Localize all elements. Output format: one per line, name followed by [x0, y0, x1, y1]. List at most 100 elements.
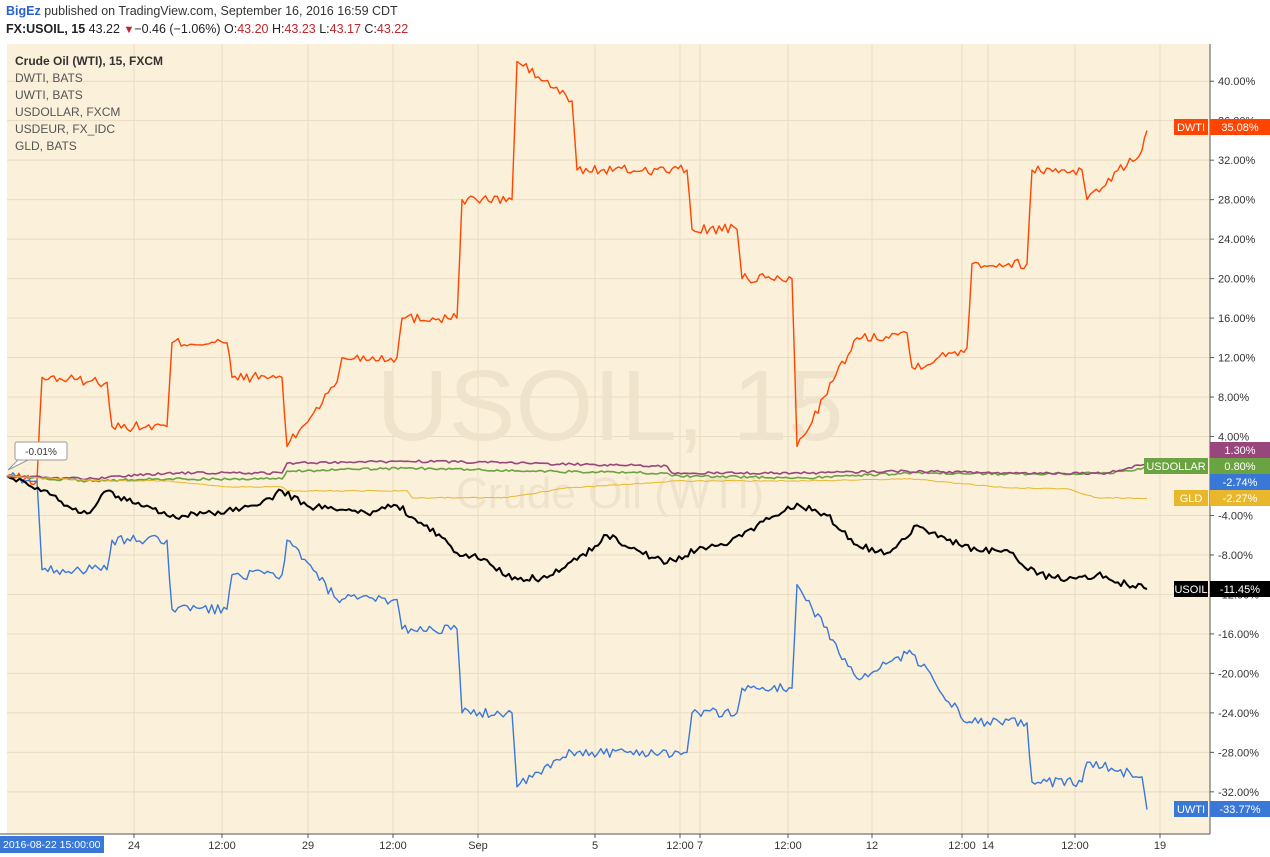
ohlc-line: FX:USOIL, 15 43.22 ▼−0.46 (−1.06%) O:43.… [6, 22, 408, 36]
series-name-tag-label: UWTI [1177, 804, 1205, 816]
y-tick-label: 40.00% [1218, 76, 1256, 88]
y-tick-label: -24.00% [1218, 708, 1259, 720]
last-value-tag-label: -11.45% [1220, 584, 1260, 596]
tooltip-box [14, 441, 68, 461]
series-name-tag-label: DWTI [1177, 122, 1205, 134]
x-tick-label: 12:00 [666, 840, 694, 852]
x-tick-label: 12:00 [1061, 840, 1089, 852]
author-link[interactable]: BigEz [6, 4, 41, 18]
y-tick-label: -28.00% [1218, 747, 1259, 759]
series-name-tag-label: USDOLLAR [1146, 461, 1205, 473]
last-value-tag-label: 0.80% [1224, 461, 1255, 473]
main-series-title: Crude Oil (WTI), 15, FXCM [15, 54, 163, 68]
down-triangle-icon: ▼ [123, 24, 135, 36]
y-tick-label: 8.00% [1218, 392, 1249, 404]
series-name-tag [1174, 801, 1208, 817]
y-tick-label: 32.00% [1218, 155, 1256, 167]
price-axis[interactable]: 40.00%36.00%32.00%28.00%24.00%20.00%16.0… [1209, 44, 1270, 834]
published-text: published on TradingView.com, September … [44, 4, 398, 18]
y-tick-label: 28.00% [1218, 195, 1256, 207]
x-tick-label: 12:00 [208, 840, 236, 852]
series-name-tag-label: USOIL [1174, 584, 1207, 596]
x-tick-label: 12:00 [379, 840, 407, 852]
plot-area[interactable] [7, 44, 1210, 834]
close-value: 43.22 [376, 22, 409, 36]
y-tick-label: 4.00% [1218, 432, 1249, 444]
x-tick-label: 5 [592, 840, 598, 852]
x-tick-label: Sep [468, 840, 488, 852]
publish-header: BigEz published on TradingView.com, Sept… [0, 0, 1270, 40]
start-date-tag [0, 836, 104, 853]
symbol-label: FX:USOIL, 15 [6, 22, 86, 36]
price-axis-bg [1210, 44, 1270, 834]
low-value: 43.17 [329, 22, 361, 36]
x-tick-label: 12:00 [774, 840, 802, 852]
close-label: C: [364, 22, 377, 36]
legend-uwti[interactable]: UWTI, BATS [15, 88, 83, 102]
open-label: O: [223, 22, 238, 36]
high-label: H: [271, 22, 285, 36]
last-value-tag-label: 1.30% [1224, 445, 1255, 457]
series-line-gld[interactable] [6, 475, 1148, 500]
tooltip-pointer [7, 459, 29, 471]
series-line-usdollar[interactable] [6, 466, 1148, 483]
start-date-label: 2016-08-22 15:00:00 [3, 839, 101, 851]
x-tick-label: 7 [697, 840, 703, 852]
publish-line: BigEz published on TradingView.com, Sept… [6, 4, 398, 18]
last-value-tag-label: 35.08% [1221, 122, 1259, 134]
last-value-tag [1210, 119, 1270, 135]
x-tick-label: 12:00 [948, 840, 976, 852]
series-line-dwti[interactable] [6, 60, 1148, 485]
last-value-tag-label: -2.27% [1223, 493, 1258, 505]
y-tick-label: 24.00% [1218, 234, 1256, 246]
open-value: 43.20 [237, 22, 269, 36]
series-line-usdeur[interactable] [6, 459, 1148, 481]
price-change: −0.46 (−1.06%) [134, 22, 221, 36]
low-label: L: [319, 22, 330, 36]
last-price: 43.22 [88, 22, 120, 36]
series-line-usoil[interactable] [6, 475, 1148, 590]
time-axis[interactable]: 24 12:00 29 12:00 Sep 5 12:00 7 12:00 12 12:00 14 12… [0, 833, 1210, 857]
grid-lines [7, 44, 1210, 834]
watermark-symbol: USOIL, 15 [377, 350, 844, 462]
extra-value-tag [1210, 474, 1270, 490]
tooltip-text: -0.01% [25, 447, 57, 458]
last-value-tag [1210, 458, 1270, 474]
legend-usdollar[interactable]: USDOLLAR, FXCM [15, 105, 120, 119]
x-tick-label: 19 [1154, 840, 1166, 852]
series-line-uwti[interactable] [6, 472, 1148, 810]
last-value-tag-label: -33.77% [1220, 804, 1261, 816]
x-tick-label: 29 [302, 840, 314, 852]
legend: Crude Oil (WTI), 15, FXCM DWTI, BATS UWT… [15, 54, 163, 153]
crosshair-tooltip: -0.01% [7, 441, 68, 471]
y-tick-label: -20.00% [1218, 668, 1259, 680]
last-value-tag [1210, 490, 1270, 506]
y-tick-label: -8.00% [1218, 550, 1253, 562]
series-name-tag-label: GLD [1180, 493, 1203, 505]
last-value-tag [1210, 801, 1270, 817]
y-tick-label: 20.00% [1218, 274, 1256, 286]
x-tick-label: 14 [982, 840, 994, 852]
series-name-tag [1144, 458, 1208, 474]
legend-dwti[interactable]: DWTI, BATS [15, 71, 83, 85]
series-name-tag [1174, 119, 1208, 135]
y-tick-label: -4.00% [1218, 510, 1253, 522]
last-value-tag [1210, 581, 1270, 597]
last-value-tag [1210, 442, 1270, 458]
legend-usdeur[interactable]: USDEUR, FX_IDC [15, 122, 115, 136]
series-lines [6, 60, 1148, 810]
y-tick-label: 12.00% [1218, 353, 1256, 365]
extra-value-tag-label: -2.74% [1223, 477, 1258, 489]
high-value: 43.23 [284, 22, 316, 36]
x-tick-label: 12 [866, 840, 878, 852]
last-value-tags: DWTI 35.08% UWTI -33.77% USOIL -11.45% USDOLLA… [1144, 119, 1270, 817]
series-name-tag [1174, 581, 1208, 597]
x-tick-label: 24 [128, 840, 140, 852]
y-tick-label: -32.00% [1218, 787, 1259, 799]
series-name-tag [1174, 490, 1208, 506]
y-tick-label: -16.00% [1218, 629, 1259, 641]
y-tick-label: 16.00% [1218, 313, 1256, 325]
legend-gld[interactable]: GLD, BATS [15, 139, 77, 153]
time-axis-bg [0, 834, 1210, 857]
